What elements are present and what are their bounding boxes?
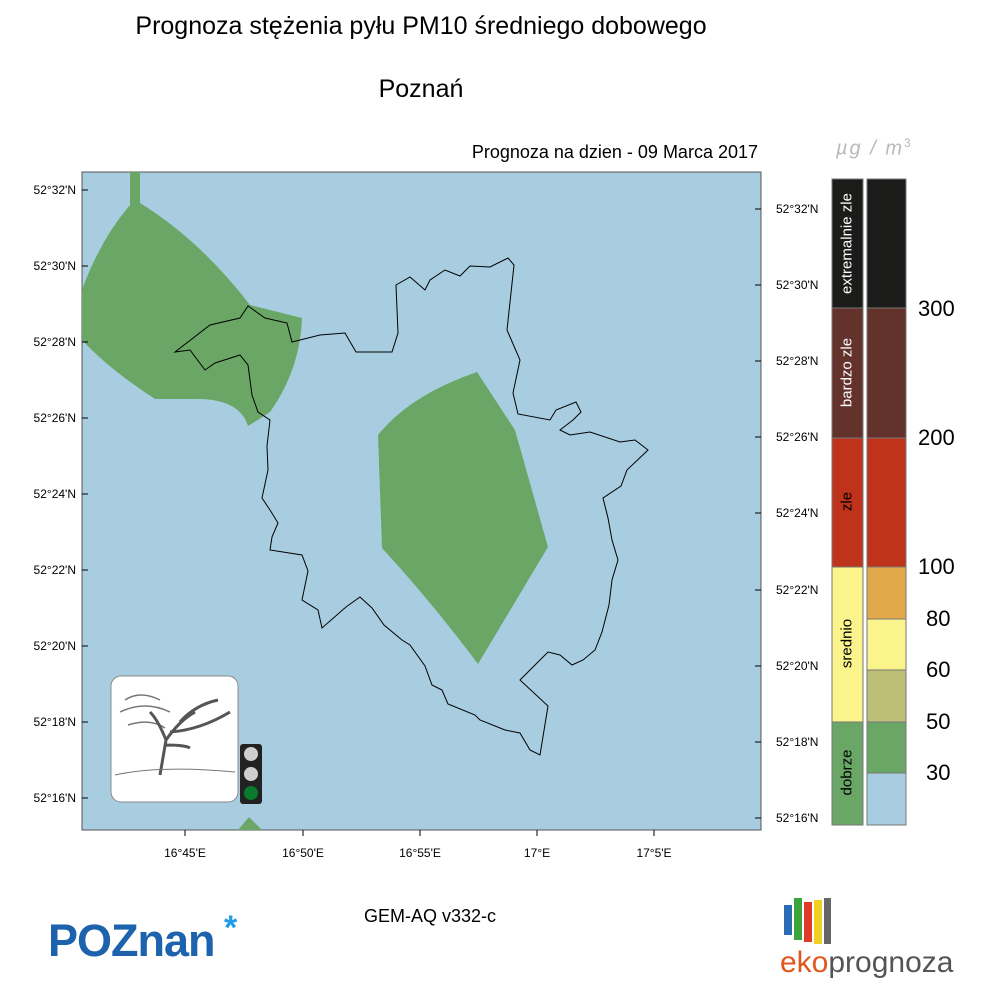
- unit-exponent: 3: [903, 136, 913, 150]
- category-dobrze: dobrze: [838, 749, 856, 796]
- lat-label-right: 52°30'N: [776, 278, 819, 292]
- lat-label-right: 52°22'N: [776, 583, 819, 597]
- lon-label: 16°50'E: [282, 846, 324, 860]
- traffic-light-red: [244, 747, 258, 761]
- legend-value: 60: [926, 657, 951, 682]
- ekoprognoza-logo: ekoprognoza: [780, 946, 953, 980]
- lat-label-left: 52°28'N: [33, 335, 76, 349]
- category-bardzo-zle: bardzo zle: [838, 337, 856, 408]
- lat-label-left: 52°24'N: [33, 487, 76, 501]
- category-bar: [831, 178, 864, 826]
- lat-label-left: 52°26'N: [33, 411, 76, 425]
- poznan-logo-star: *: [224, 909, 237, 947]
- ekoprognoza-logo-part1: eko: [780, 946, 829, 979]
- legend-value: 80: [926, 606, 951, 631]
- lon-label: 16°55'E: [399, 846, 441, 860]
- ekoprognoza-logo-part2: prognoza: [828, 946, 954, 979]
- poznan-logo-text: POZnan: [48, 915, 216, 966]
- value-bar: [866, 178, 907, 826]
- poznan-logo: POZnan *: [48, 909, 237, 967]
- lat-label-right: 52°28'N: [776, 354, 819, 368]
- lat-label-right: 52°18'N: [776, 735, 819, 749]
- lat-label-right: 52°32'N: [776, 202, 819, 216]
- category-srednio: srednio: [838, 618, 856, 669]
- unit-main: µg / m: [836, 137, 904, 160]
- unit-label: µg / m3: [836, 136, 913, 161]
- lon-label: 16°45'E: [164, 846, 206, 860]
- category-zle: zle: [838, 491, 856, 512]
- legend-value: 50: [926, 709, 951, 734]
- legend-value: 100: [918, 554, 955, 579]
- legend-value: 30: [926, 760, 951, 785]
- legend-value: 300: [918, 296, 955, 321]
- lat-label-right: 52°26'N: [776, 430, 819, 444]
- lat-label-left: 52°30'N: [33, 259, 76, 273]
- city-boundary: [173, 257, 649, 756]
- city-title: Poznań: [378, 75, 464, 103]
- lat-ticks-right: [755, 208, 761, 819]
- forecast-date: Prognoza na dzien - 09 Marca 2017: [471, 142, 758, 162]
- good-zone-south: [238, 817, 262, 830]
- lon-label: 17°5'E: [636, 846, 672, 860]
- traffic-light-yellow: [244, 767, 258, 781]
- lat-label-left: 52°16'N: [33, 791, 76, 805]
- lat-label-left: 52°18'N: [33, 715, 76, 729]
- lat-label-right: 52°20'N: [776, 659, 819, 673]
- lat-label-left: 52°22'N: [33, 563, 76, 577]
- lat-ticks-left: [82, 189, 88, 799]
- traffic-light-green: [244, 786, 258, 800]
- lat-label-right: 52°24'N: [776, 506, 819, 520]
- good-zone-center: [378, 372, 548, 664]
- ekoprognoza-logo-icon: [784, 898, 831, 944]
- wind-tree-icon: [110, 675, 239, 803]
- lat-label-left: 52°20'N: [33, 639, 76, 653]
- lat-label-left: 52°32'N: [33, 183, 76, 197]
- traffic-light-icon: [240, 744, 262, 804]
- main-title: Prognoza stężenia pyłu PM10 średniego do…: [135, 12, 707, 40]
- lon-ticks: [184, 830, 655, 836]
- model-label: GEM-AQ v332-c: [363, 906, 497, 926]
- good-zone-northwest: [82, 172, 302, 426]
- legend-value: 200: [918, 425, 955, 450]
- lon-label: 17°E: [523, 846, 551, 860]
- category-extremalnie-zle: extremalnie zle: [838, 193, 856, 294]
- lat-label-right: 52°16'N: [776, 811, 819, 825]
